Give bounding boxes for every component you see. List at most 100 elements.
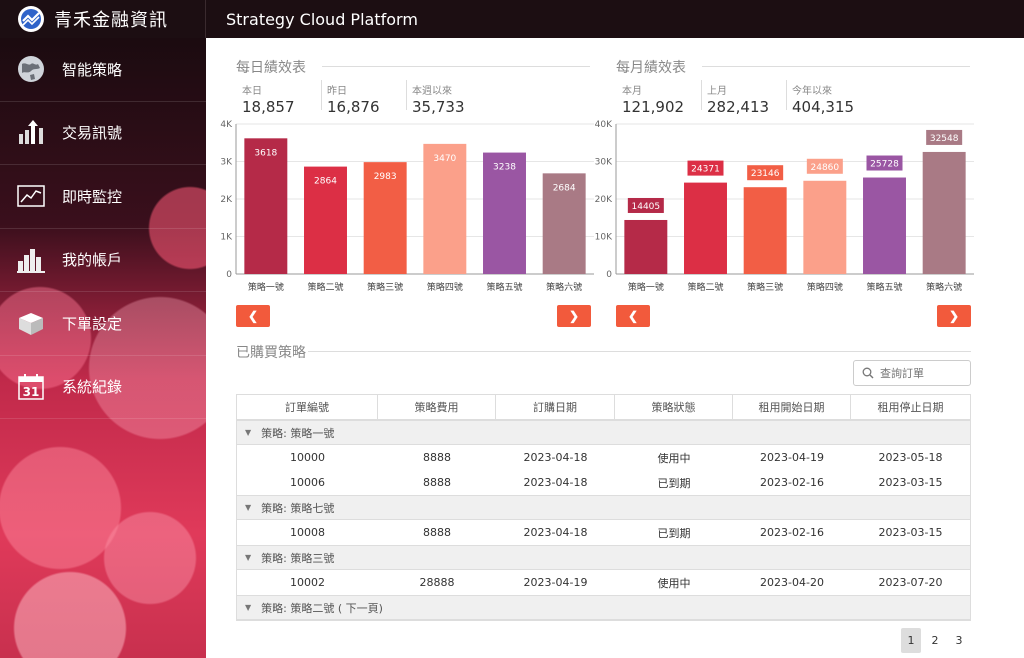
table-cell: 已到期 xyxy=(657,476,691,490)
daily-next-button[interactable]: ❯ xyxy=(557,305,591,327)
sidebar-item-trade-signal[interactable]: 交易訊號 xyxy=(0,102,206,165)
y-tick-label: 30K xyxy=(595,158,613,168)
column-header[interactable]: 租用開始日期 xyxy=(733,394,851,420)
x-tick-label: 策略三號 xyxy=(747,281,783,293)
y-tick-label: 3K xyxy=(220,158,233,168)
sidebar-item-system-log[interactable]: 31 系統紀錄 xyxy=(0,356,206,419)
data-label: 24860 xyxy=(811,163,840,173)
group-label: 策略: 策略一號 xyxy=(261,426,335,440)
monthly-stat-ytd: 今年以來 404,315 xyxy=(792,82,854,116)
monthly-stat-this-month: 本月 121,902 xyxy=(622,82,684,116)
table-row[interactable]: 10008 8888 2023-04-18 已到期 2023-02-16 2023-03-… xyxy=(237,520,970,545)
brand-name: 青禾金融資訊 xyxy=(54,10,168,31)
data-label-box xyxy=(687,160,724,176)
monthly-title: 每月績效表 xyxy=(616,60,686,76)
sidebar-item-label: 下單設定 xyxy=(62,314,123,333)
table-cell: 2023-02-16 xyxy=(760,476,824,489)
bar[interactable] xyxy=(743,187,787,274)
x-tick-label: 策略六號 xyxy=(546,281,582,293)
sidebar-item-order-settings[interactable]: 下單設定 xyxy=(0,292,206,356)
data-label-box xyxy=(866,155,903,171)
orders-title-line xyxy=(308,351,971,352)
app-title: Strategy Cloud Platform xyxy=(226,9,418,29)
daily-prev-button[interactable]: ❮ xyxy=(236,305,270,327)
bar[interactable] xyxy=(423,143,467,274)
group-row[interactable]: ▼ 策略: 策略一號 xyxy=(237,420,970,445)
y-tick-label: 10K xyxy=(595,233,613,243)
bar[interactable] xyxy=(624,219,668,274)
page-1-button[interactable]: 1 xyxy=(901,628,921,653)
data-label: 32548 xyxy=(930,134,959,144)
order-search-box[interactable] xyxy=(853,360,971,386)
stat-label: 今年以來 xyxy=(792,86,832,97)
globe-icon xyxy=(16,54,46,84)
x-tick-label: 策略六號 xyxy=(926,281,962,293)
sidebar-item-live-monitor[interactable]: 即時監控 xyxy=(0,165,206,229)
table-row[interactable]: 10006 8888 2023-04-18 已到期 2023-02-16 2023-03-… xyxy=(237,470,970,495)
monthly-next-button[interactable]: ❯ xyxy=(937,305,971,327)
page-2-button[interactable]: 2 xyxy=(931,634,939,647)
x-tick-label: 策略四號 xyxy=(807,281,843,293)
group-label: 策略: 策略七號 xyxy=(261,501,335,515)
table-row[interactable]: 10000 8888 2023-04-18 使用中 2023-04-19 2023-05-… xyxy=(237,445,970,470)
column-header[interactable]: 策略費用 xyxy=(378,394,496,420)
table-cell: 2023-05-18 xyxy=(878,451,943,464)
column-header[interactable]: 策略狀態 xyxy=(615,394,733,420)
bar[interactable] xyxy=(863,177,906,274)
caret-down-icon[interactable]: ▼ xyxy=(245,503,252,512)
x-tick-label: 策略二號 xyxy=(307,281,343,293)
data-label-box xyxy=(310,172,341,188)
table-cell: 2023-03-15 xyxy=(878,526,943,539)
data-label: 3470 xyxy=(433,154,456,164)
column-header[interactable]: 訂單編號 xyxy=(237,394,378,420)
bar[interactable] xyxy=(922,151,966,274)
stat-label: 本日 xyxy=(242,86,262,97)
column-header[interactable]: 訂購日期 xyxy=(496,394,615,420)
caret-down-icon[interactable]: ▼ xyxy=(245,553,252,562)
group-label: 策略: 策略二號 ( 下一頁) xyxy=(261,601,383,615)
data-label-box xyxy=(429,149,460,165)
order-search-input[interactable] xyxy=(880,366,960,380)
bar[interactable] xyxy=(803,180,847,274)
sidebar-item-label: 交易訊號 xyxy=(62,124,123,143)
data-label-box xyxy=(549,179,580,195)
stat-value: 35,733 xyxy=(412,98,465,116)
group-row[interactable]: ▼ 策略: 策略七號 xyxy=(237,495,970,520)
caret-down-icon[interactable]: ▼ xyxy=(245,603,252,612)
stat-divider xyxy=(321,80,322,110)
data-label-box xyxy=(489,158,520,174)
table-cell: 2023-04-18 xyxy=(523,451,588,464)
daily-bar-chart: 0 1K 2K 3K 4K 3618 策略一號 2864 策略二號 2983 策略三號 3470 策略四… xyxy=(220,120,594,293)
line-chart-icon xyxy=(16,181,46,211)
page-3-button[interactable]: 3 xyxy=(955,634,963,647)
caret-down-icon[interactable]: ▼ xyxy=(245,428,252,437)
data-label: 3238 xyxy=(493,163,516,173)
data-label: 2983 xyxy=(374,172,397,182)
brand[interactable]: 青禾金融資訊 xyxy=(0,0,206,38)
table-cell: 8888 xyxy=(423,451,451,464)
monthly-prev-button[interactable]: ❮ xyxy=(616,305,650,327)
daily-stat-today: 本日 18,857 xyxy=(242,82,295,116)
sidebar-item-my-account[interactable]: 我的帳戶 xyxy=(0,229,206,292)
sidebar: 智能策略 交易訊號 即時監控 我的帳戶 下單設定 31 系統紀錄 xyxy=(0,38,206,658)
table-row[interactable]: 10002 28888 2023-04-19 使用中 2023-04-20 2023-07… xyxy=(237,570,970,595)
table-cell: 已到期 xyxy=(657,526,691,540)
group-label: 策略: 策略三號 xyxy=(261,551,335,565)
bar[interactable] xyxy=(244,138,288,274)
group-row[interactable]: ▼ 策略: 策略三號 xyxy=(237,545,970,570)
table-cell: 28888 xyxy=(419,576,455,589)
sidebar-item-smart-strategy[interactable]: 智能策略 xyxy=(0,38,206,102)
table-cell: 2023-04-19 xyxy=(523,576,588,589)
bar[interactable] xyxy=(684,182,727,274)
table-cell: 10002 xyxy=(290,576,325,589)
monthly-title-line xyxy=(702,66,970,67)
table-cell: 2023-04-18 xyxy=(523,526,588,539)
orders-title: 已購買策略 xyxy=(236,345,306,361)
stat-value: 18,857 xyxy=(242,98,295,116)
table-cell: 2023-04-20 xyxy=(760,576,824,589)
data-label: 24371 xyxy=(691,165,720,175)
table-cell: 8888 xyxy=(423,476,451,489)
group-row[interactable]: ▼ 策略: 策略二號 ( 下一頁) xyxy=(237,595,970,620)
stat-value: 282,413 xyxy=(707,98,770,116)
column-header[interactable]: 租用停止日期 xyxy=(877,400,944,414)
